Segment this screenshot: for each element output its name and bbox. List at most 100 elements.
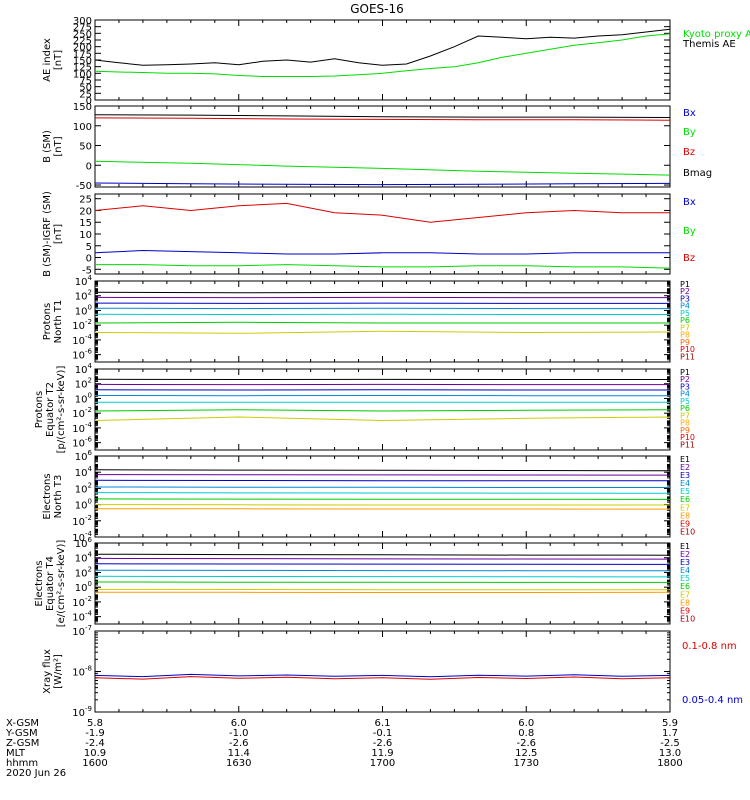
x-axis-value: 1700: [370, 758, 395, 769]
series-line-p7: [95, 330, 670, 334]
y-axis-label: Electrons: [42, 473, 53, 519]
legend-entry: P1: [680, 280, 690, 289]
y-tick-label: 125: [73, 63, 92, 74]
series-line-e6: [95, 498, 670, 500]
series-line-e1: [95, 553, 670, 556]
legend-entry: By: [683, 127, 696, 138]
y-tick-label: 10-4: [72, 530, 92, 544]
legend-entry: P9: [680, 426, 690, 435]
legend-entry: E6: [680, 495, 690, 504]
legend-entry: P1: [680, 368, 690, 377]
x-axis-value: 11.9: [371, 748, 393, 759]
y-axis-label: [nT]: [53, 224, 64, 244]
legend-entry: P5: [680, 309, 690, 318]
y-tick-label: 100: [73, 69, 92, 80]
x-axis-value: 10.9: [84, 748, 106, 759]
x-axis-labels: X-GSM 5.8 6.0 6.1 6.0 5.9 Y-GSM -1.9 -1.0 -0.1 0.8…: [5, 718, 683, 779]
legend-entry: P6: [680, 316, 690, 325]
series-line-p6: [95, 409, 670, 412]
series-line-by: [95, 160, 670, 176]
legend-entry: Themis AE: [682, 39, 736, 50]
y-tick-label: 0: [86, 161, 92, 172]
y-tick-label: 106: [75, 536, 93, 550]
x-axis-value: 1800: [657, 758, 682, 769]
date-label: 2020 Jun 26: [6, 768, 66, 779]
y-tick-label: 104: [75, 362, 93, 376]
x-axis-value: -2.6: [229, 738, 249, 749]
legend-entry: P7: [680, 411, 690, 420]
x-axis-value: 13.0: [659, 748, 681, 759]
x-axis-value: 0.8: [518, 728, 534, 739]
legend-entry: E5: [680, 574, 690, 583]
series-line-e2: [95, 557, 670, 560]
series-line-bx: [95, 249, 670, 255]
series-line-bx: [95, 182, 670, 186]
legend-entry: E6: [680, 582, 690, 591]
legend-entry: E7: [680, 503, 690, 512]
y-tick-label: 25: [79, 195, 92, 206]
x-axis-value: 6.0: [518, 718, 534, 729]
legend-entry: P8: [680, 419, 690, 428]
y-axis-label: Protons: [42, 303, 53, 340]
y-tick-label: 300: [73, 16, 92, 27]
series-line-e4: [95, 486, 670, 488]
legend-entry: By: [683, 226, 696, 237]
x-axis-row-label: hhmm: [6, 758, 38, 769]
series-line-by: [95, 264, 670, 269]
panel-2: -50 0 50 100 150 B (SM) [nT] Bx By Bz Bmag: [42, 102, 712, 192]
legend-entry: P8: [680, 331, 690, 340]
legend-entry: E8: [680, 598, 690, 607]
legend-entry: P2: [680, 287, 690, 296]
y-tick-label: 100: [73, 122, 92, 133]
y-tick-label: 250: [73, 29, 92, 40]
y-tick-label: 104: [75, 465, 93, 479]
x-axis-value: -2.5: [660, 738, 680, 749]
legend-entry: Bz: [683, 147, 695, 158]
y-tick-label: 200: [73, 43, 92, 54]
series-line-e5: [95, 575, 670, 578]
legend-entry: E10: [680, 527, 695, 536]
chart-title: GOES-16: [350, 2, 404, 16]
series-line-e1: [95, 469, 670, 472]
legend-entry: P4: [680, 302, 690, 311]
panel-8: 10-9 10-8 10-7 Xray flux [W/m²] 0.1-0.8 nm 0.0…: [42, 624, 743, 719]
y-tick-label: 102: [75, 481, 92, 495]
x-axis-value: 1630: [226, 758, 251, 769]
y-tick-label: 50: [79, 142, 92, 153]
legend-entry: P10: [680, 433, 695, 442]
series-line-e3: [95, 479, 670, 482]
legend-entry: E7: [680, 590, 690, 599]
x-axis-value: -0.1: [373, 728, 393, 739]
legend-entry: P3: [680, 294, 690, 303]
y-tick-label: 225: [73, 36, 92, 47]
y-tick-label: 10-2: [72, 514, 92, 528]
legend-entry: 0.05-0.4 nm: [682, 695, 743, 706]
x-axis-value: 5.8: [87, 718, 103, 729]
x-axis-value: 11.4: [228, 748, 250, 759]
series-line-e2: [95, 474, 670, 476]
panel-frame: [94, 368, 671, 451]
y-tick-label: -5: [82, 265, 92, 276]
y-axis-label: [e/(cm²-s-sr-keV)]: [56, 540, 67, 628]
x-axis-value: 5.9: [662, 718, 678, 729]
x-axis-value: -2.6: [516, 738, 536, 749]
x-axis-value: -2.4: [85, 738, 105, 749]
y-tick-label: -50: [76, 181, 92, 192]
y-tick-label: 102: [75, 377, 92, 391]
x-axis-value: 1730: [514, 758, 539, 769]
y-tick-label: 5: [86, 242, 92, 253]
y-tick-label: 104: [75, 274, 93, 288]
x-axis-value: 6.1: [375, 718, 391, 729]
y-tick-label: 15: [79, 218, 92, 229]
y-tick-label: 20: [79, 206, 92, 217]
y-tick-label: 100: [75, 391, 92, 405]
x-axis-row-label: MLT: [6, 748, 26, 759]
x-axis-value: 1600: [82, 758, 107, 769]
legend-entry: E5: [680, 487, 690, 496]
